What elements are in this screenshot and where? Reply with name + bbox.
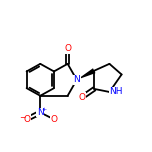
Text: NH: NH (109, 87, 123, 97)
Text: O: O (50, 115, 57, 124)
Text: N: N (37, 108, 44, 117)
Text: N: N (73, 75, 80, 84)
Text: O: O (23, 115, 30, 124)
Text: −: − (20, 114, 26, 123)
Text: +: + (41, 107, 46, 112)
Text: O: O (79, 93, 86, 102)
Polygon shape (77, 68, 95, 80)
Text: O: O (64, 44, 71, 53)
